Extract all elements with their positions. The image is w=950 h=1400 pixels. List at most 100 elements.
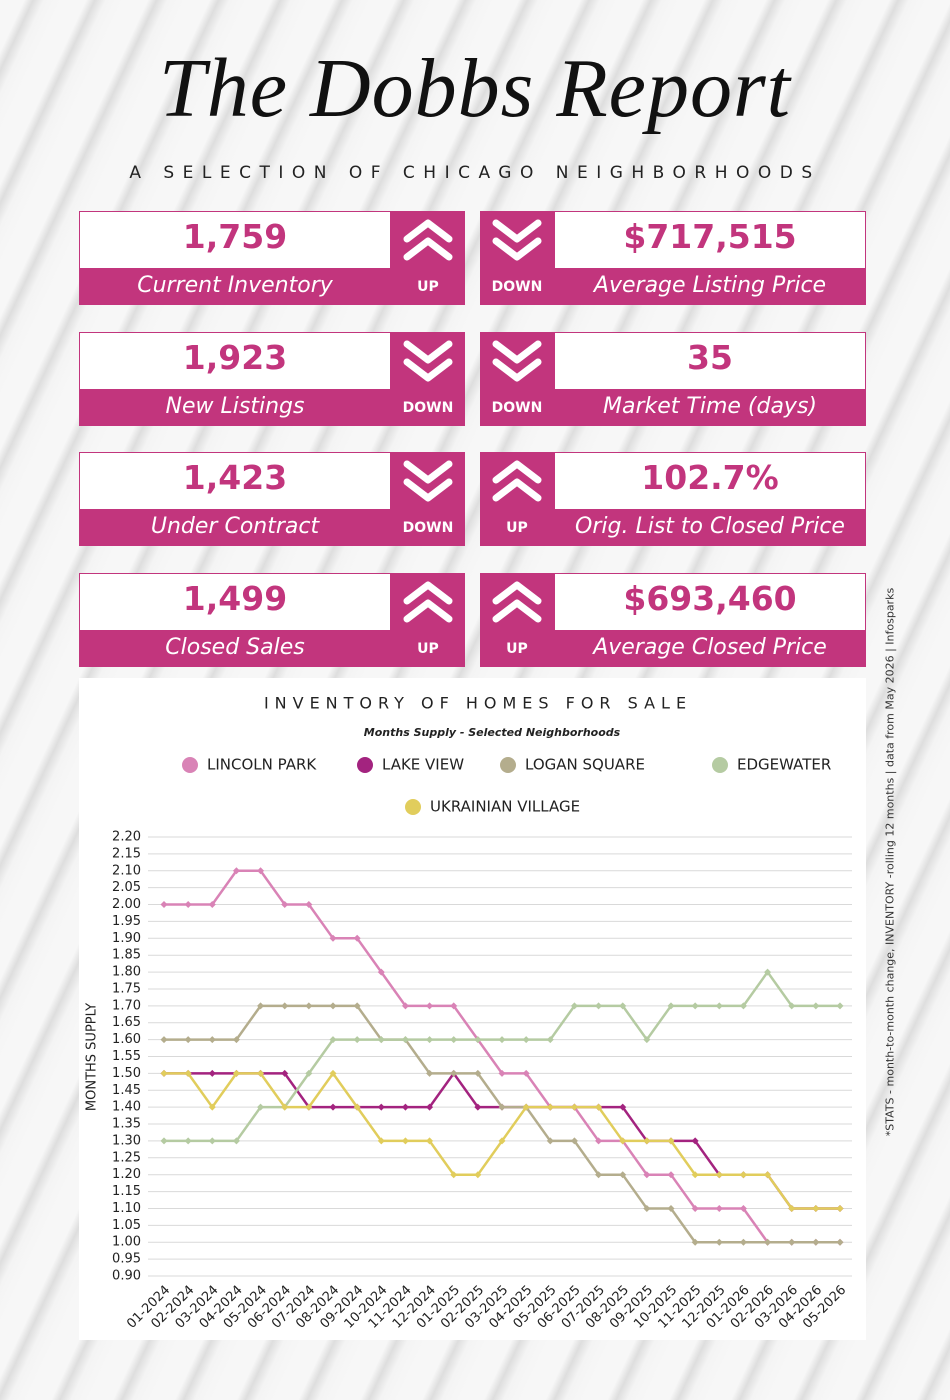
data-point (281, 1103, 289, 1111)
stat-card: $693,460 Average Closed Price UP (480, 572, 866, 667)
chevron (403, 478, 453, 502)
data-point (643, 1137, 651, 1145)
trend-box: UP (391, 572, 465, 667)
chevron (492, 478, 542, 502)
legend-swatch (712, 757, 728, 773)
data-point (474, 1171, 482, 1179)
card-label-strip (554, 389, 866, 426)
data-point (184, 901, 192, 909)
stat-value: 1,759 (182, 217, 288, 256)
data-point (232, 1069, 240, 1077)
data-point (498, 1036, 506, 1044)
data-point (426, 1036, 434, 1044)
trend-chevron (403, 340, 453, 381)
data-point (305, 1002, 313, 1010)
data-point (619, 1137, 627, 1145)
data-point (329, 1103, 337, 1111)
stat-label: New Listings (165, 393, 305, 419)
data-point (715, 1204, 723, 1212)
y-axis-label: MONTHS SUPPLY (85, 1003, 100, 1111)
data-point (619, 1002, 627, 1010)
data-point (595, 1002, 603, 1010)
trend-chevron (492, 340, 542, 381)
trend-chevron (492, 460, 542, 502)
data-point (619, 1103, 627, 1111)
data-point (329, 1069, 337, 1077)
stat-label: Current Inventory (137, 273, 333, 298)
data-point (184, 1137, 192, 1145)
data-point (498, 1103, 506, 1111)
y-tick-label: 1.20 (112, 1167, 141, 1182)
y-tick-label: 2.10 (112, 863, 141, 878)
y-tick-label: 1.70 (112, 998, 141, 1013)
y-tick-label: 1.95 (112, 914, 141, 929)
chevron (403, 599, 453, 622)
data-point (498, 1137, 506, 1145)
card-value-area (79, 572, 391, 631)
data-point (764, 968, 772, 976)
data-point (353, 934, 361, 942)
data-point (257, 867, 265, 875)
y-tick-label: 1.75 (112, 981, 141, 996)
y-tick-label: 1.30 (112, 1133, 141, 1148)
data-point (643, 1204, 651, 1212)
stat-label: Market Time (days) (602, 393, 817, 419)
data-point (619, 1171, 627, 1179)
data-point (546, 1103, 554, 1111)
y-tick-label: 1.45 (112, 1083, 141, 1098)
data-point (184, 1069, 192, 1077)
data-point (546, 1036, 554, 1044)
chevron (492, 581, 542, 604)
y-tick-label: 1.85 (112, 948, 141, 963)
data-point (522, 1103, 530, 1111)
data-point (329, 934, 337, 942)
data-point (208, 1103, 216, 1111)
data-point (570, 1137, 578, 1145)
card-label-strip (79, 269, 391, 305)
data-point (764, 1238, 772, 1246)
chart-panel (79, 678, 866, 1340)
data-point (377, 968, 385, 976)
data-point (450, 1036, 458, 1044)
trend-direction: DOWN (402, 520, 454, 536)
data-point (305, 1069, 313, 1077)
y-tick-label: 1.60 (112, 1032, 141, 1047)
data-point (426, 1069, 434, 1077)
trend-direction: DOWN (491, 399, 543, 416)
data-point (377, 1036, 385, 1044)
data-point (208, 1137, 216, 1145)
chevron (492, 460, 542, 484)
data-point (715, 1238, 723, 1246)
trend-direction: UP (417, 279, 439, 295)
data-point (474, 1036, 482, 1044)
stat-card: $717,515 Average Listing Price DOWN (480, 211, 866, 305)
data-point (257, 1069, 265, 1077)
stat-card: 102.7% Orig. List to Closed Price UP (480, 452, 866, 546)
card-value-area (79, 452, 391, 510)
data-point (739, 1238, 747, 1246)
legend-label: LOGAN SQUARE (525, 756, 645, 774)
data-point (281, 1069, 289, 1077)
data-point (353, 1036, 361, 1044)
chevron (492, 237, 542, 261)
trend-box: DOWN (391, 331, 465, 426)
data-point (595, 1171, 603, 1179)
y-tick-label: 1.00 (112, 1235, 141, 1250)
data-point (208, 1036, 216, 1044)
data-point (836, 1238, 844, 1246)
trend-direction: DOWN (491, 279, 543, 295)
data-point (522, 1069, 530, 1077)
data-point (788, 1238, 796, 1246)
stat-label: Under Contract (150, 514, 320, 539)
data-point (667, 1002, 675, 1010)
stat-card: 1,423 Under Contract DOWN (79, 452, 465, 546)
y-tick-label: 0.95 (112, 1252, 141, 1267)
data-point (353, 1002, 361, 1010)
card-value-area (554, 572, 866, 631)
trend-chevron (403, 581, 453, 622)
data-point (570, 1002, 578, 1010)
trend-chevron (492, 219, 542, 261)
chevron (403, 340, 453, 363)
data-point (595, 1137, 603, 1145)
